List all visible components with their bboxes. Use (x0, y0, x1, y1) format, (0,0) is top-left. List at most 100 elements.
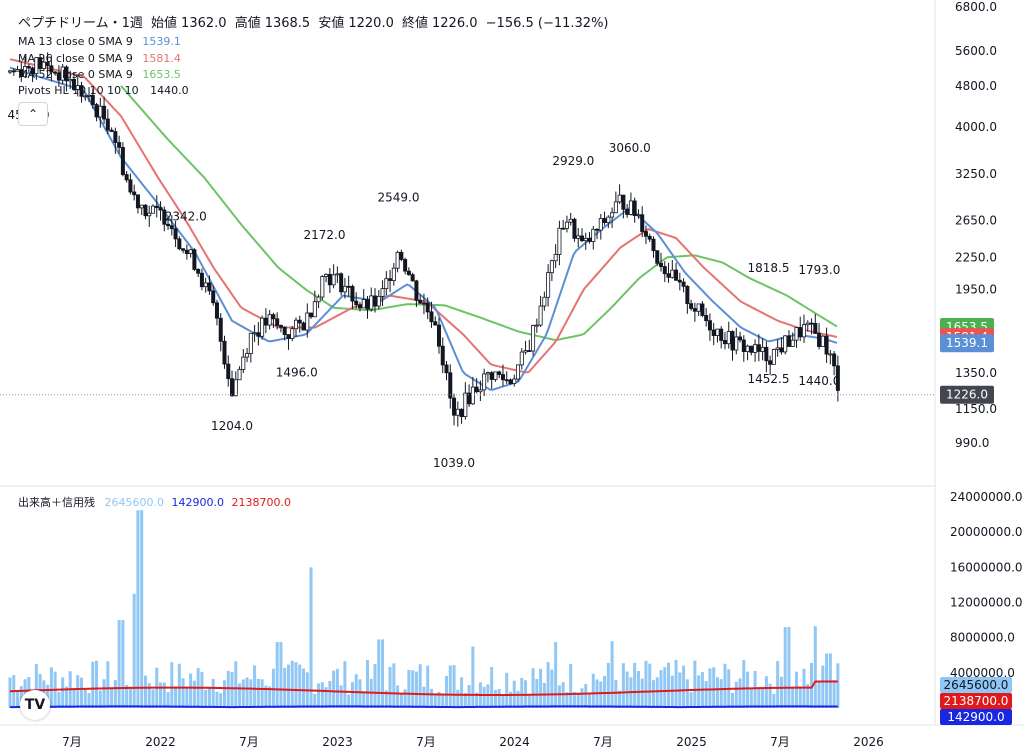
candle-body (124, 174, 129, 181)
volume-bar (640, 678, 644, 708)
volume-bar (738, 678, 742, 708)
volume-bar (132, 593, 136, 708)
volume-bar (226, 670, 230, 708)
price-tick-label: 6800.0 (955, 0, 997, 14)
volume-tick-label: 24000000.0 (950, 490, 1023, 504)
close-value: 1226.0 (432, 16, 478, 31)
volume-tick-label: 12000000.0 (950, 596, 1023, 610)
candle-body (685, 285, 690, 305)
candle-body (655, 250, 660, 264)
volume-bar (83, 688, 87, 708)
candle-body (60, 66, 65, 81)
candle-body (384, 278, 389, 290)
candle-body (282, 326, 287, 335)
candle-body (173, 228, 178, 240)
candle-body (388, 278, 393, 281)
chevron-up-icon: ⌃ (27, 107, 39, 121)
volume-bar (813, 626, 817, 708)
volume-bar (460, 677, 464, 708)
candle-body (184, 249, 189, 255)
candle-body (722, 340, 727, 345)
candle-body (309, 312, 314, 318)
volume-bar (347, 694, 351, 708)
volume-bar (621, 663, 625, 708)
candle-body (406, 270, 411, 276)
candle-body (696, 303, 701, 312)
volume-bar (448, 665, 452, 708)
volume-bar (350, 682, 354, 708)
pivot-label: 1204.0 (211, 419, 253, 433)
volume-bar (317, 683, 321, 708)
candle-body (534, 324, 539, 327)
candle-body (214, 302, 219, 319)
candle-body (692, 308, 697, 312)
candle-body (726, 331, 731, 345)
volume-bar (362, 691, 366, 708)
candle-body (301, 322, 306, 331)
volume-bar (648, 663, 652, 708)
candle-body (68, 78, 73, 82)
volume-bar (290, 660, 294, 708)
volume-bar (610, 641, 614, 708)
price-tick-label: 990.0 (955, 436, 989, 450)
volume-bar (467, 684, 471, 708)
volume-bar (576, 692, 580, 708)
legend-volume[interactable]: 出来高＋信用残 2645600.0 142900.0 2138700.0 (18, 494, 291, 510)
volume-bar (746, 671, 750, 708)
time-tick-label: 7月 (62, 735, 82, 749)
volume-bar (712, 667, 716, 708)
legend-ma52[interactable]: MA 52 close 0 SMA 9 1653.5 (18, 68, 181, 81)
volume-bar (174, 686, 178, 708)
volume-bar (170, 662, 174, 708)
time-tick-label: 2022 (145, 735, 176, 749)
candle-body (632, 200, 637, 216)
candle-body (542, 296, 547, 307)
volume-bar (121, 620, 125, 708)
volume-badge (940, 677, 1012, 693)
candle-body (659, 262, 664, 267)
volume-bar (591, 673, 595, 708)
volume-bar (117, 620, 121, 708)
candle-body (745, 345, 750, 352)
candle-body (373, 295, 378, 307)
tradingview-logo[interactable]: TV (20, 690, 50, 720)
legend-ma26[interactable]: MA 26 close 0 SMA 9 1581.4 (18, 52, 181, 65)
candle-body (813, 322, 818, 334)
candle-body (467, 392, 472, 405)
candle-body (11, 70, 16, 73)
candle-body (474, 386, 479, 393)
volume-bar (286, 664, 290, 708)
volume-bar (753, 671, 757, 708)
volume-bar (527, 694, 531, 708)
candle-body (595, 228, 600, 231)
candle-body (666, 273, 671, 278)
legend-pivots[interactable]: Pivots HL 10 10 10 10 1440.0 (18, 84, 189, 97)
collapse-legend-button[interactable]: ⌃ (18, 102, 48, 126)
candle-body (677, 279, 682, 283)
volume-badge (940, 709, 1012, 725)
candle-body (218, 317, 223, 342)
candle-body (606, 216, 611, 223)
volume-bar (429, 688, 433, 708)
volume-bar (260, 679, 264, 708)
candle-body (222, 340, 227, 365)
candle-body (598, 218, 603, 231)
candle-body (497, 371, 502, 375)
volume-bar (238, 683, 242, 708)
legend-ma13[interactable]: MA 13 close 0 SMA 9 1539.1 (18, 35, 181, 48)
volume-bar (821, 665, 825, 708)
volume-bar (181, 678, 185, 708)
volume-bar (776, 661, 780, 708)
volume-bar (241, 679, 245, 708)
candle-body (828, 353, 833, 356)
candle-body (275, 318, 280, 326)
volume-bar (749, 689, 753, 708)
volume-bar (339, 685, 343, 708)
volume-bar (557, 685, 561, 708)
pivot-label: 1496.0 (276, 365, 318, 379)
volume-bar (445, 675, 449, 708)
volume-bar (441, 694, 445, 708)
symbol-title[interactable]: ペプチドリーム・1週 (18, 16, 143, 31)
volume-bar (76, 675, 80, 708)
